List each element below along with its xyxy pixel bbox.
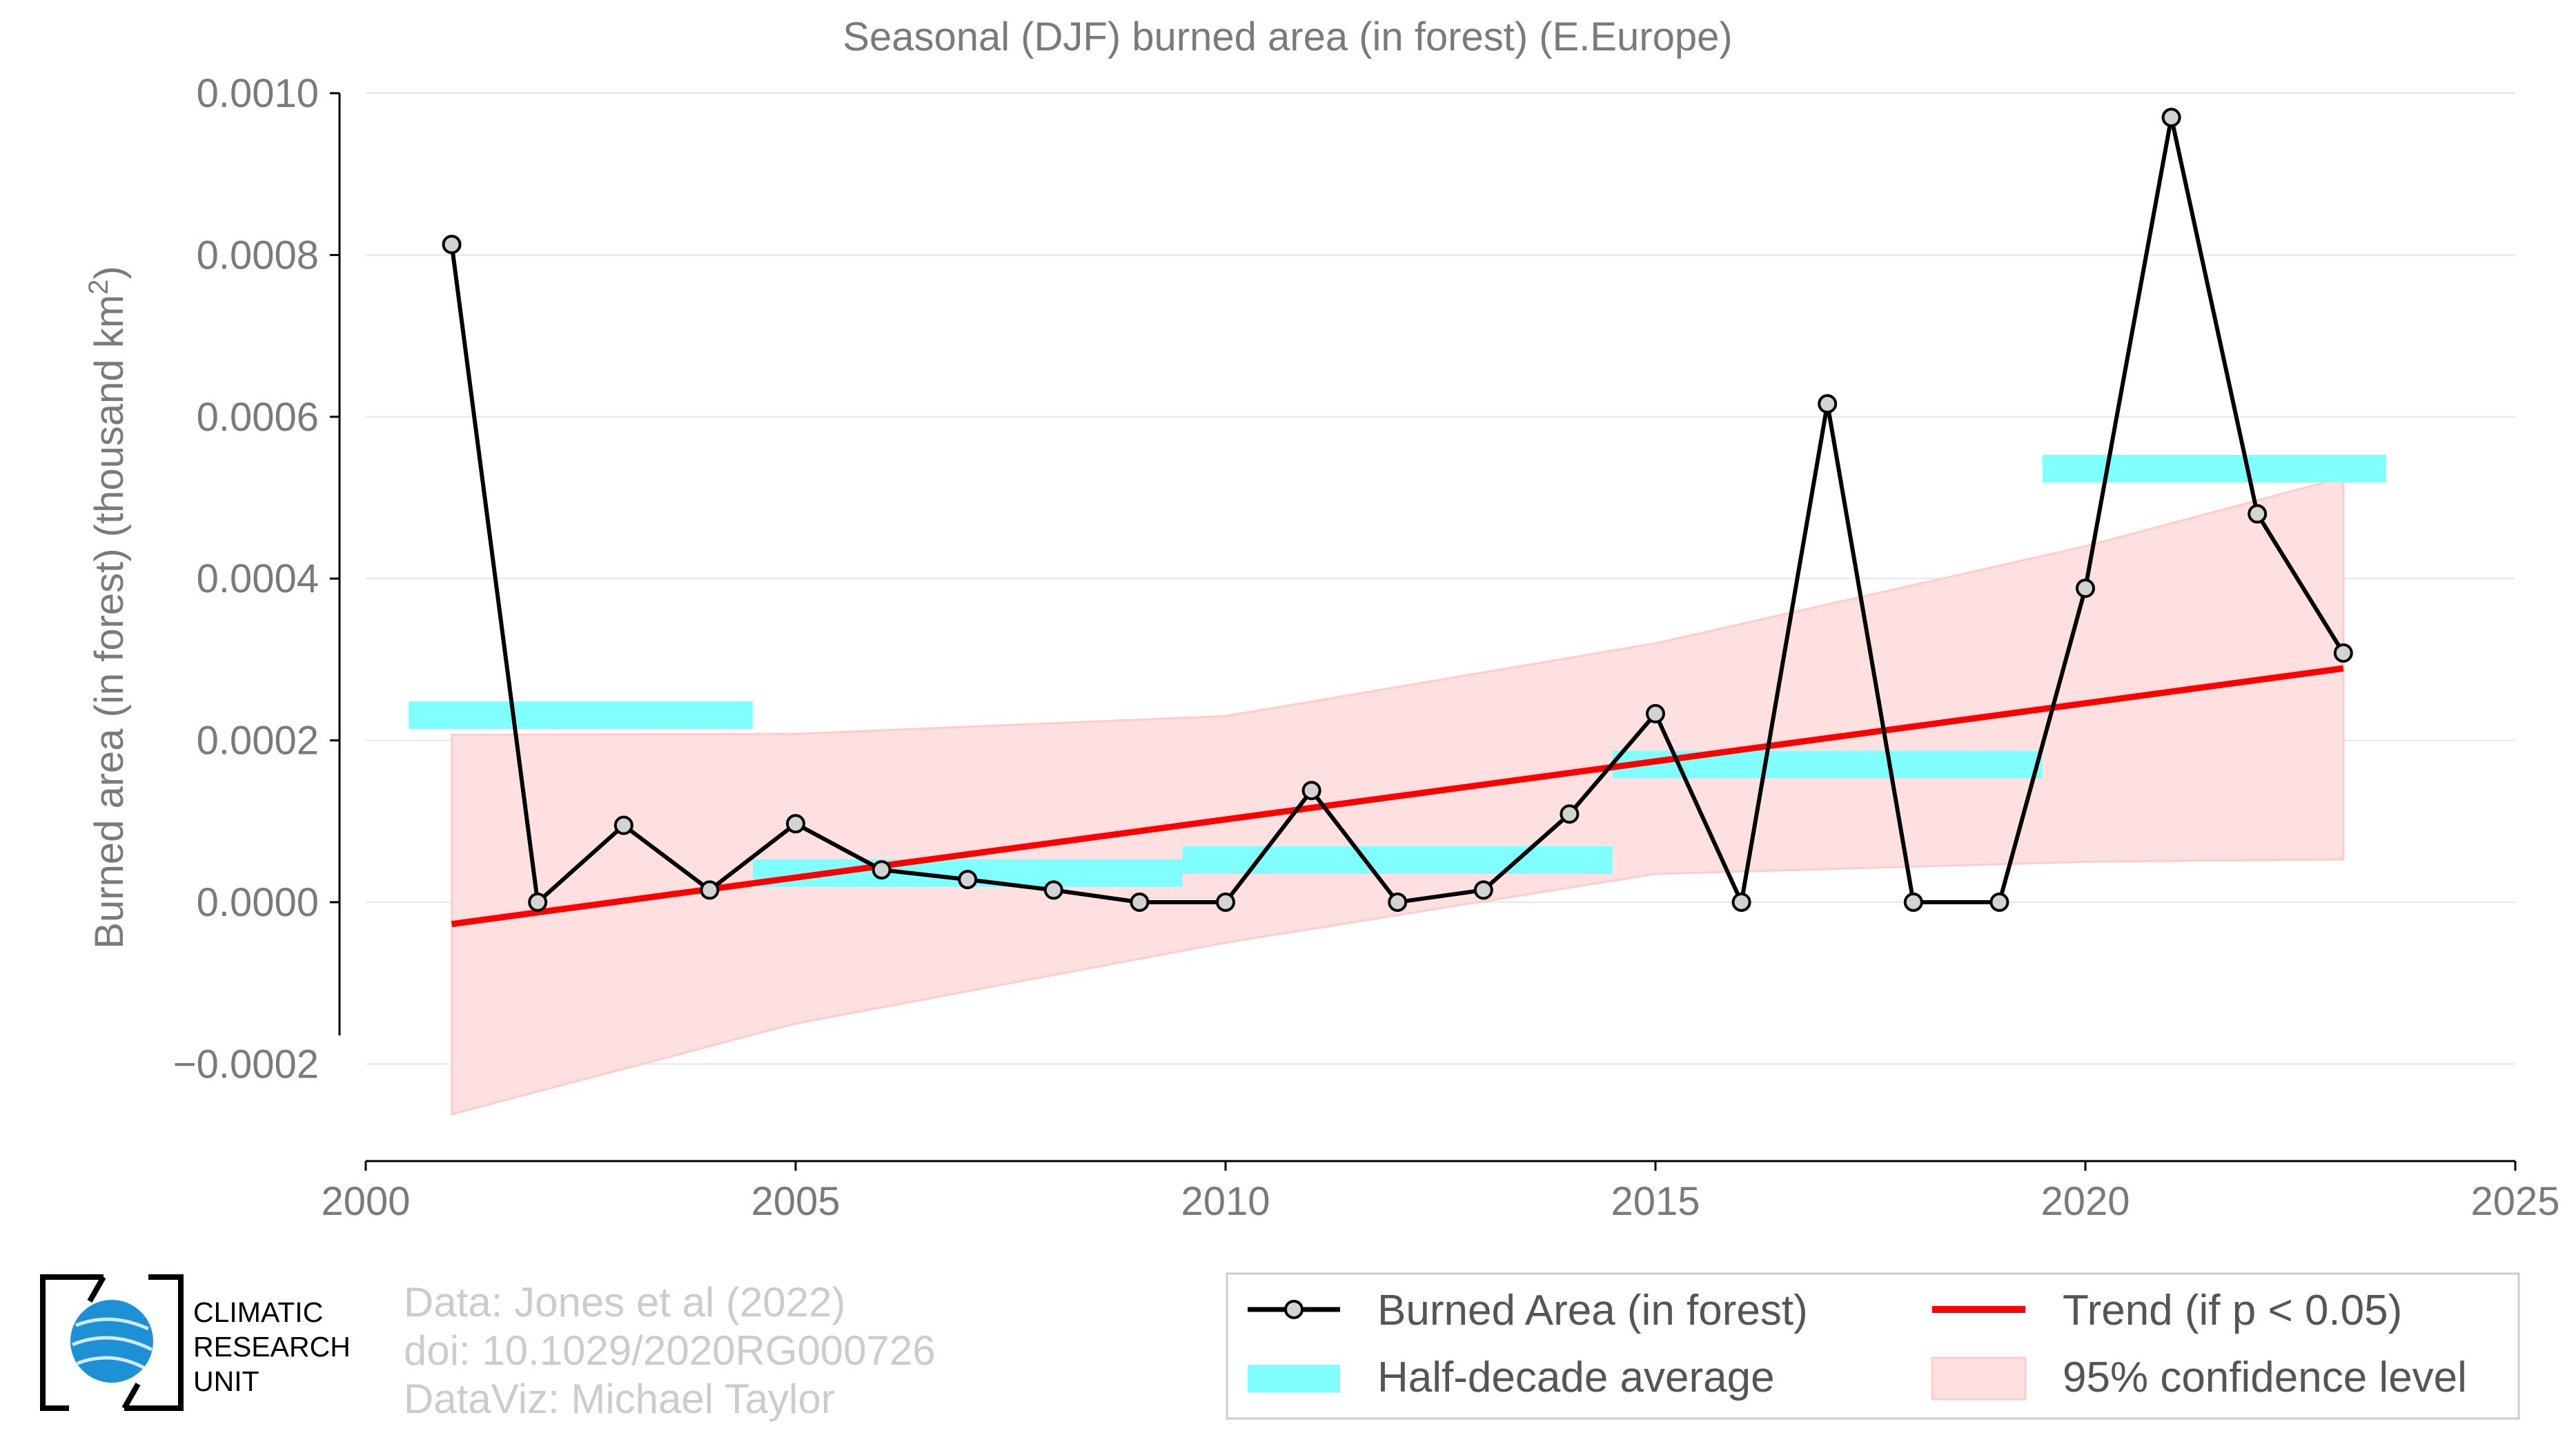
logo-bracket-left — [40, 1274, 104, 1411]
data-point — [1903, 892, 1923, 912]
data-point — [786, 814, 805, 834]
data-point — [958, 870, 978, 890]
half-decade-bar — [2042, 454, 2387, 483]
data-point — [1646, 703, 1665, 723]
logo-slash — [87, 1276, 141, 1410]
x-tick-label: 2025 — [2470, 1179, 2559, 1224]
credit-data-source: Data: Jones et al (2022) — [404, 1279, 845, 1325]
legend-label-confidence: 95% confidence level — [2063, 1354, 2467, 1401]
logo-line-2: RESEARCH — [193, 1331, 351, 1363]
credit-dataviz: DataViz: Michael Taylor — [404, 1376, 835, 1422]
y-tick-label: 0.0002 — [197, 719, 319, 763]
x-tick-label: 2015 — [1611, 1179, 1700, 1224]
legend-label-half-decade: Half-decade average — [1377, 1354, 1775, 1401]
y-tick-label: 0.0010 — [197, 71, 319, 116]
globe-swirl — [72, 1317, 153, 1372]
data-point — [528, 892, 548, 912]
chart-title: Seasonal (DJF) burned area (in forest) (… — [843, 14, 1732, 59]
trend-line — [451, 665, 2344, 928]
credit-doi: doi: 10.1029/2020RG000726 — [404, 1327, 936, 1374]
logo-line-1: CLIMATIC — [193, 1296, 323, 1328]
x-tick-label: 2020 — [2041, 1179, 2130, 1224]
y-tick-label: 0.0000 — [197, 880, 319, 925]
climatic-research-unit-logo: CLIMATIC RESEARCH UNIT — [40, 1274, 351, 1411]
y-tick-label: 0.0008 — [197, 233, 319, 277]
half-decade-bar — [409, 701, 753, 730]
legend-half-decade-swatch — [1248, 1365, 1340, 1392]
data-point — [1130, 892, 1150, 912]
data-point — [872, 860, 892, 880]
series-layer — [442, 108, 2353, 912]
legend-label-burned-area: Burned Area (in forest) — [1377, 1287, 1808, 1334]
data-point — [1388, 892, 1408, 912]
data-point — [613, 815, 633, 835]
legend-band-swatch — [1931, 1356, 2027, 1401]
data-point — [2161, 108, 2181, 128]
y-axis-title-superscript: 2 — [83, 280, 114, 295]
x-tick-label: 2000 — [321, 1179, 410, 1224]
data-point — [2248, 504, 2268, 524]
data-point — [442, 235, 462, 255]
data-point — [2333, 643, 2353, 663]
data-point — [1560, 804, 1580, 824]
data-point — [1301, 781, 1321, 801]
data-point — [1216, 892, 1235, 912]
y-tick-label: 0.0006 — [197, 395, 319, 440]
logo-line-3: UNIT — [193, 1365, 259, 1397]
logo-bracket-right — [124, 1274, 184, 1411]
x-axis-ticks: 2000 2005 2010 2015 2020 2025 — [321, 1161, 2560, 1224]
legend-label-trend: Trend (if p < 0.05) — [2063, 1287, 2402, 1334]
y-axis-ticks: −0.0002 0.0000 0.0002 0.0004 0.0006 0.0008 0.0… — [173, 71, 319, 1087]
data-point — [1989, 892, 2009, 912]
legend-marker-swatch — [1284, 1300, 1304, 1319]
data-point — [700, 880, 720, 900]
data-point — [1043, 880, 1063, 900]
x-tick-label: 2010 — [1181, 1179, 1270, 1224]
y-axis-title: Burned area (in forest) (thousand km2) — [83, 266, 132, 948]
data-credits: Data: Jones et al (2022) doi: 10.1029/20… — [404, 1279, 936, 1422]
trend-layer — [451, 665, 2344, 928]
y-tick-label: −0.0002 — [173, 1042, 319, 1087]
y-tick-label: 0.0004 — [197, 556, 319, 601]
legend-box — [1226, 1272, 2520, 1420]
y-axis-title-main: Burned area (in forest) (thousand km — [87, 295, 132, 949]
data-point — [1731, 892, 1751, 912]
half-decade-bar — [1182, 846, 1613, 875]
x-tick-label: 2005 — [751, 1179, 840, 1224]
y-axis-title-suffix: ) — [87, 266, 132, 279]
data-point — [1818, 394, 1838, 414]
legend: Burned Area (in forest) Trend (if p < 0.… — [1226, 1272, 2520, 1420]
data-point — [2076, 578, 2095, 598]
axes — [330, 92, 2515, 1162]
data-point — [1473, 880, 1493, 900]
